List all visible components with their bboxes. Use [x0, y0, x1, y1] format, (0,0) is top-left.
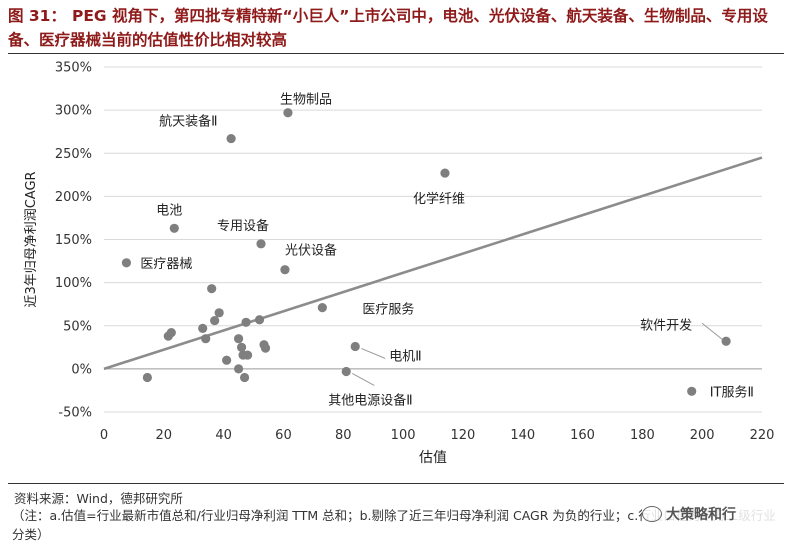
data-point: [169, 223, 179, 233]
data-point: [341, 366, 351, 377]
point-label: 医疗器械: [140, 257, 192, 272]
y-axis-title: 近3年归母净利润CAGR: [24, 171, 39, 307]
data-point: [687, 386, 697, 396]
data-point: [236, 342, 247, 352]
point-label: 其他电源设备Ⅱ: [328, 392, 412, 408]
x-tick-label: 60: [275, 428, 292, 443]
x-tick-label: 80: [335, 428, 352, 443]
data-point: [121, 258, 132, 268]
data-point: [260, 343, 271, 353]
data-point: [280, 265, 290, 275]
x-axis-title: 估值: [419, 450, 447, 466]
x-tick-label: 20: [156, 428, 173, 443]
y-tick-label: -50%: [58, 406, 92, 421]
point-label: 软件开发: [640, 317, 692, 333]
figure-title-block: 图 31： PEG 视角下，第四批专精特新“小巨人”上市公司中，电池、光伏设备、航…: [8, 4, 784, 52]
watermark-text: 大策略和行: [666, 507, 736, 523]
x-tick-label: 180: [630, 428, 655, 443]
data-point: [233, 364, 244, 374]
point-layer: [121, 108, 731, 396]
axis-layer: -50% 0% 50% 100% 150% 200% 250% 300% 350% 0 20 40 60…: [24, 61, 774, 467]
data-point: [241, 317, 251, 327]
data-point: [350, 341, 360, 352]
figure-title: PEG 视角下，第四批专精特新“小巨人”上市公司中，电池、光伏设备、航天装备、生…: [8, 7, 768, 49]
data-point: [721, 336, 731, 346]
data-point: [254, 315, 265, 325]
bottom-rule: [8, 483, 784, 484]
data-point: [317, 303, 327, 313]
leader-line: [701, 322, 723, 340]
top-rule: [8, 53, 784, 54]
methodology-note: （注：a.估值=行业最新市值总和/行业归母净利润 TTM 总和；b.剔除了近三年…: [12, 508, 776, 542]
x-tick-label: 160: [570, 428, 595, 443]
y-tick-label: 150%: [55, 233, 92, 248]
x-tick-label: 0: [100, 428, 108, 443]
grid-layer: [104, 66, 762, 413]
x-tick-label: 200: [690, 428, 715, 443]
data-point: [233, 334, 244, 344]
data-point: [142, 372, 152, 383]
source-note: 资料来源：Wind，德邦研究所: [14, 491, 183, 506]
point-label: 生物制品: [280, 93, 332, 108]
watermark: 大策略和行: [642, 504, 782, 524]
data-point: [239, 372, 250, 383]
y-tick-label: 100%: [55, 276, 92, 291]
data-point: [198, 323, 208, 333]
trendline-layer: [103, 156, 763, 371]
data-point: [283, 108, 293, 118]
point-label: 电池: [156, 203, 182, 218]
data-point: [256, 239, 266, 249]
point-label: 专用设备: [217, 218, 269, 234]
x-tick-label: 120: [450, 428, 475, 443]
point-label: 光伏设备: [285, 243, 337, 259]
data-point: [242, 350, 253, 360]
wechat-icon: [642, 506, 662, 522]
scatter-chart: -50% 0% 50% 100% 150% 200% 250% 300% 350% 0 20 40 60…: [24, 61, 774, 467]
y-tick-label: 200%: [55, 190, 92, 205]
figure-number: 图 31：: [8, 7, 66, 25]
x-tick-label: 220: [750, 428, 775, 443]
leader-line: [361, 347, 386, 359]
leader-line: [352, 373, 375, 386]
y-tick-label: 250%: [55, 147, 92, 162]
data-point: [163, 331, 173, 341]
point-label: 化学纤维: [413, 191, 465, 207]
y-tick-label: 50%: [63, 319, 92, 334]
point-label: 航天装备Ⅱ: [159, 114, 217, 130]
y-tick-label: 0%: [71, 362, 92, 377]
data-point: [201, 334, 211, 344]
data-point: [440, 168, 450, 178]
x-tick-label: 140: [510, 428, 535, 443]
data-point: [226, 133, 236, 144]
data-point: [214, 308, 224, 318]
point-label: 医疗服务: [362, 302, 414, 318]
data-point: [222, 355, 232, 365]
data-point: [207, 284, 217, 294]
trendline: [103, 156, 763, 371]
x-tick-label: 100: [391, 428, 416, 443]
x-tick-label: 40: [215, 428, 232, 443]
point-label: IT服务Ⅱ: [710, 384, 754, 400]
data-point: [210, 315, 220, 326]
point-label: 电机Ⅱ: [389, 349, 421, 364]
y-tick-label: 300%: [55, 104, 92, 119]
y-tick-label: 350%: [55, 61, 92, 76]
